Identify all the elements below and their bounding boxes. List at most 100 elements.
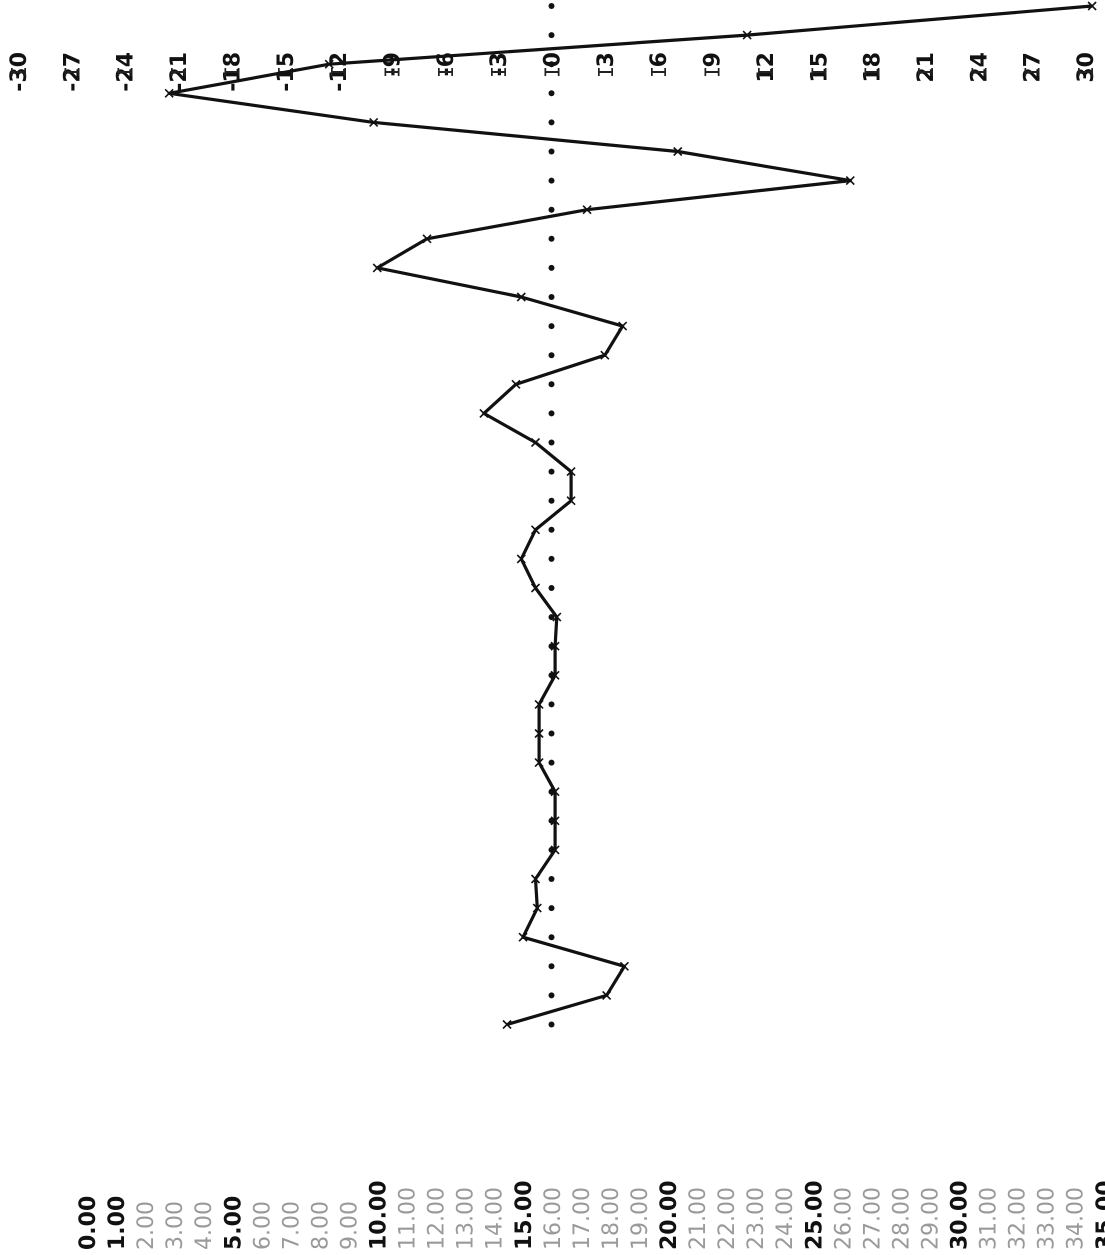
zero-line-dot — [548, 90, 555, 97]
zero-line-dot — [548, 555, 555, 562]
data-point-marker — [673, 146, 683, 157]
x-tick-label: 18.00 — [599, 1187, 624, 1250]
y-tick-label: -27 — [60, 52, 85, 92]
x-tick-label: 29.00 — [918, 1187, 943, 1250]
data-point-marker — [164, 88, 174, 98]
y-tick-label: 18 — [861, 52, 886, 83]
y-tick-label: 21 — [914, 52, 939, 83]
y-tick-label: 0 — [541, 52, 566, 67]
x-tick-label: 30.00 — [948, 1180, 973, 1250]
data-point-marker — [534, 758, 544, 768]
data-point-marker — [845, 176, 855, 186]
zero-line-dot — [548, 119, 555, 126]
y-tick-label: -3 — [487, 52, 512, 76]
series-line — [167, 4, 1093, 1027]
data-point-marker — [511, 379, 521, 389]
data-point-marker — [530, 525, 541, 535]
x-tick-label: 10.00 — [367, 1180, 392, 1250]
y-tick-mark: I — [541, 66, 565, 78]
x-tick-label: 9.00 — [337, 1201, 362, 1250]
data-point-marker — [600, 350, 610, 360]
y-tick-mark: I — [60, 66, 84, 78]
x-tick-label: 1.00 — [105, 1196, 130, 1250]
y-tick-mark: I — [167, 66, 191, 78]
zero-line-dot — [548, 3, 555, 9]
zero-line-dot — [548, 526, 555, 533]
y-axis-ticks: -30I -27I -24I -21I -18I -15I -12I -9I -6I -3I0I3… — [7, 52, 1099, 92]
x-tick-label: 12.00 — [425, 1187, 450, 1250]
y-tick-label: 15 — [807, 52, 832, 83]
y-tick-mark: I — [861, 66, 885, 78]
zero-line-dot — [548, 992, 555, 999]
zero-line-dot — [548, 701, 555, 708]
zero-line-dot — [548, 61, 555, 68]
y-tick-mark: I — [1074, 66, 1098, 78]
data-series — [164, 1, 1097, 1030]
data-point-marker — [602, 990, 612, 1000]
zero-line-dot — [548, 148, 555, 155]
data-point-marker — [516, 292, 526, 302]
data-point-marker — [566, 496, 576, 506]
y-tick-label: -30 — [7, 52, 32, 92]
x-tick-label: 13.00 — [454, 1187, 479, 1250]
x-tick-label: 3.00 — [163, 1201, 188, 1250]
x-tick-label: 4.00 — [192, 1201, 217, 1250]
y-tick-mark: I — [967, 66, 991, 78]
zero-line-dot — [548, 759, 555, 766]
zero-line-dot — [548, 905, 555, 912]
y-tick-mark: I — [754, 66, 778, 78]
y-tick-mark: I — [647, 66, 671, 78]
data-point-marker — [530, 874, 541, 884]
x-tick-label: 11.00 — [396, 1187, 421, 1250]
x-tick-label: 20.00 — [657, 1180, 682, 1250]
zero-line-dot — [548, 585, 555, 591]
x-tick-label: 16.00 — [541, 1187, 566, 1250]
x-tick-label: 33.00 — [1035, 1187, 1060, 1250]
data-point-marker — [518, 932, 528, 942]
data-point-marker — [516, 554, 526, 564]
x-tick-label: 28.00 — [889, 1187, 914, 1250]
zero-line-dot — [548, 235, 555, 242]
zero-line-dot — [548, 730, 555, 737]
data-point-marker — [742, 30, 752, 40]
data-point-marker — [530, 583, 541, 593]
y-tick-label: -18 — [220, 52, 245, 92]
y-tick-mark: I — [1021, 66, 1045, 78]
zero-line-dot — [548, 294, 555, 300]
x-tick-label: 19.00 — [628, 1187, 653, 1250]
x-tick-label: 25.00 — [802, 1180, 827, 1250]
zero-line-dot — [548, 206, 555, 213]
y-tick-label: 12 — [754, 52, 779, 83]
x-tick-label: 23.00 — [744, 1187, 769, 1250]
zero-line-dot — [548, 876, 555, 882]
data-point-marker — [369, 117, 379, 127]
data-point-marker — [372, 263, 382, 273]
zero-line-dot — [548, 963, 555, 970]
x-tick-label: 21.00 — [686, 1187, 711, 1250]
data-point-marker — [552, 612, 562, 622]
zero-line-dot — [548, 264, 555, 271]
data-point-marker — [618, 321, 628, 331]
y-tick-label: 30 — [1074, 52, 1099, 83]
x-tick-label: 5.00 — [221, 1196, 246, 1250]
x-tick-label: 26.00 — [831, 1187, 856, 1250]
data-point-marker — [1087, 1, 1097, 11]
x-tick-label: 27.00 — [860, 1187, 885, 1250]
y-tick-label: 6 — [647, 52, 672, 67]
data-point-marker — [502, 1019, 512, 1030]
zero-line — [548, 3, 555, 1028]
data-point-marker — [582, 205, 592, 215]
zero-line-dot — [548, 32, 555, 39]
zero-line-dot — [548, 1021, 555, 1028]
y-tick-label: -24 — [114, 52, 139, 92]
x-tick-label: 6.00 — [250, 1201, 275, 1250]
x-tick-label: 2.00 — [134, 1201, 159, 1250]
x-tick-label: 22.00 — [715, 1187, 740, 1250]
zero-line-dot — [548, 439, 555, 446]
y-tick-mark: I — [807, 66, 831, 78]
y-tick-label: -21 — [167, 52, 192, 92]
zero-line-dot — [548, 468, 555, 475]
y-tick-mark: I — [914, 66, 938, 78]
data-point-marker — [422, 234, 432, 244]
